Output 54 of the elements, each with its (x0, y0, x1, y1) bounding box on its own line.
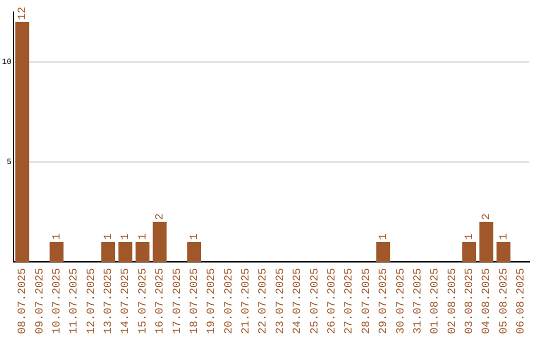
x-tick-label: 12.07.2025 (86, 268, 98, 334)
x-tick-label: 18.07.2025 (188, 268, 201, 334)
y-tick-label: 10 (2, 58, 12, 68)
data-label: 2 (154, 213, 167, 220)
x-tick-label: 04.08.2025 (481, 268, 494, 334)
x-tick-label: 11.07.2025 (68, 268, 81, 334)
data-label: 1 (51, 232, 64, 240)
y-tick-label: 5 (6, 158, 12, 168)
bar (462, 242, 476, 262)
x-tick-label: 09.07.2025 (34, 268, 46, 334)
data-label: 1 (120, 232, 132, 240)
bar (15, 22, 30, 262)
x-tick-label: 28.07.2025 (360, 268, 373, 334)
x-tick-label: 27.07.2025 (344, 268, 356, 334)
x-tick-label: 17.07.2025 (172, 268, 184, 334)
x-tick-label: 24.07.2025 (292, 268, 304, 334)
data-label: 12 (17, 6, 30, 20)
x-tick-label: 14.07.2025 (120, 268, 132, 334)
data-label: 1 (378, 232, 390, 240)
x-tick-label: 26.07.2025 (326, 268, 338, 334)
x-tick-label: 31.07.2025 (412, 268, 424, 334)
data-label: 1 (188, 232, 201, 240)
x-tick-label: 21.07.2025 (240, 268, 253, 334)
data-label: 1 (498, 232, 510, 240)
x-tick-label: 29.07.2025 (378, 268, 390, 334)
x-tick-label: 10.07.2025 (51, 268, 64, 334)
x-tick-label: 05.08.2025 (498, 268, 510, 334)
data-label: 1 (103, 232, 116, 240)
x-tick-label: 02.08.2025 (446, 268, 459, 334)
x-tick-label: 23.07.2025 (274, 268, 287, 334)
x-tick-label: 20.07.2025 (223, 268, 236, 334)
x-tick-label: 01.08.2025 (430, 268, 442, 334)
x-tick-label: 06.08.2025 (516, 268, 528, 334)
bar (496, 242, 510, 262)
data-label: 2 (481, 213, 494, 220)
bar (101, 242, 116, 262)
data-label: 1 (137, 232, 150, 240)
x-tick-label: 16.07.2025 (154, 268, 167, 334)
x-tick-label: 13.07.2025 (103, 268, 116, 334)
bar (118, 242, 132, 262)
x-tick-label: 25.07.2025 (309, 268, 322, 334)
bar (479, 222, 494, 262)
x-tick-label: 03.08.2025 (464, 268, 476, 334)
x-tick-label: 30.07.2025 (395, 268, 408, 334)
x-tick-label: 15.07.2025 (137, 268, 150, 334)
x-tick-label: 19.07.2025 (206, 268, 218, 334)
bar (376, 242, 390, 262)
bar (187, 242, 202, 262)
bar (152, 222, 167, 262)
bar (136, 242, 150, 262)
x-tick-label: 22.07.2025 (258, 268, 270, 334)
bar (50, 242, 64, 262)
x-tick-label: 08.07.2025 (17, 268, 30, 334)
data-label: 1 (464, 232, 476, 240)
